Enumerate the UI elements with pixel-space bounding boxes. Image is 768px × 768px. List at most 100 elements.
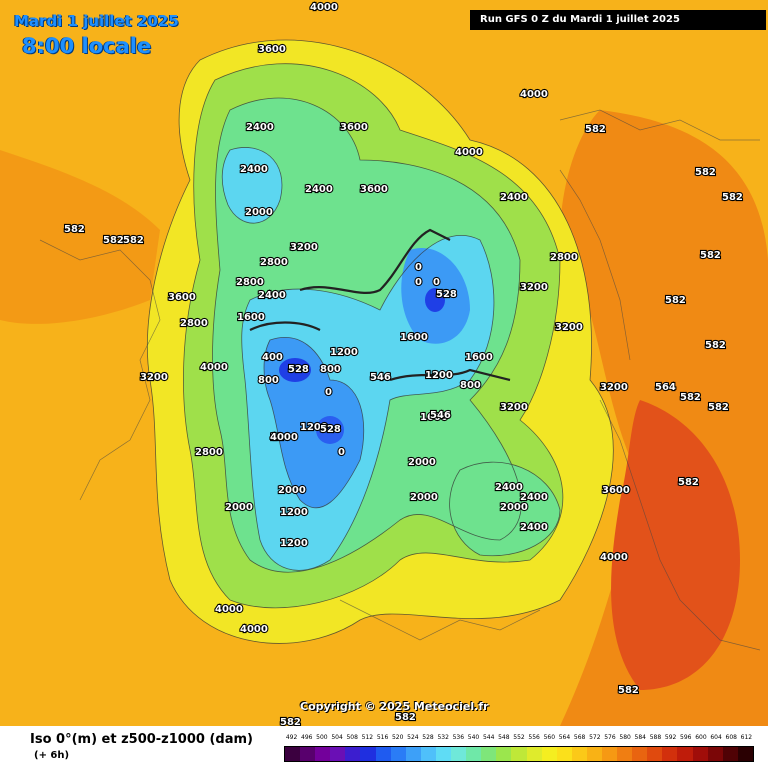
scale-swatch <box>707 747 723 761</box>
contour-value-label: 800 <box>258 375 279 386</box>
warm-zone-northwest <box>0 150 160 324</box>
scale-swatch <box>541 747 557 761</box>
scale-swatch <box>526 747 542 761</box>
scale-tick-label: 552 <box>513 734 525 741</box>
scale-tick-label: 600 <box>695 734 707 741</box>
contour-value-label: 546 <box>430 410 451 421</box>
contour-value-label: 3200 <box>500 402 528 413</box>
contour-value-label: 3200 <box>520 282 548 293</box>
scale-tick-label: 596 <box>680 734 692 741</box>
scale-swatch <box>677 747 693 761</box>
contour-value-label: 3200 <box>140 372 168 383</box>
contour-value-label: 4000 <box>455 147 483 158</box>
scale-swatch <box>345 747 361 761</box>
low-core-3 <box>425 288 445 312</box>
contour-value-label: 582 <box>395 712 416 723</box>
contour-value-label: 2000 <box>245 207 273 218</box>
contour-value-label: 0 <box>415 262 422 273</box>
scale-swatch <box>330 747 346 761</box>
scale-tick-label: 572 <box>589 734 601 741</box>
scale-tick-label: 508 <box>346 734 358 741</box>
hot-zone-east <box>611 400 740 690</box>
weather-map: 4000 4000 4000 4000 4000 4000 4000 3600 3600 3600… <box>0 0 768 726</box>
scale-swatch <box>466 747 482 761</box>
contour-value-label: 2000 <box>500 502 528 513</box>
scale-tick-label: 504 <box>331 734 343 741</box>
contour-value-label: 582 <box>123 235 144 246</box>
contour-value-label: 582 <box>705 340 726 351</box>
scale-tick-label: 592 <box>664 734 677 741</box>
color-scale-bar <box>284 746 754 762</box>
contour-value-label: 582 <box>678 477 699 488</box>
contour-value-label: 2000 <box>225 502 253 513</box>
contour-value-label: 4000 <box>520 89 548 100</box>
contour-value-label: 1600 <box>465 352 493 363</box>
scale-swatch <box>481 747 497 761</box>
coastlines <box>39 109 761 651</box>
contour-value-label: 0 <box>433 277 440 288</box>
contour-value-label: 2800 <box>195 447 223 458</box>
scale-swatch <box>496 747 512 761</box>
contour-value-label: 400 <box>270 432 291 443</box>
scale-swatch <box>375 747 391 761</box>
contour-value-label: 4000 <box>215 604 243 615</box>
scale-tick-label: 496 <box>301 734 313 741</box>
map-svg: 4000400040004000400040004000360036003600… <box>0 0 768 726</box>
contour-value-label: 3200 <box>555 322 583 333</box>
scale-swatch <box>315 747 331 761</box>
scale-tick-label: 544 <box>482 734 495 741</box>
scale-swatch <box>692 747 708 761</box>
scale-tick-label: 568 <box>573 734 586 741</box>
scale-tick-label: 500 <box>316 734 328 741</box>
scale-tick-label: 520 <box>391 734 404 741</box>
contour-value-label: 582 <box>722 192 743 203</box>
scale-tick-label: 536 <box>452 734 465 741</box>
scale-tick-label: 548 <box>498 734 510 741</box>
contour-value-label: 582 <box>103 235 124 246</box>
legend-subtitle: (+ 6h) <box>34 750 70 761</box>
contour-value-label: 0 <box>338 447 345 458</box>
contour-value-label: 2400 <box>305 184 333 195</box>
contour-value-label: 3600 <box>602 485 630 496</box>
scale-swatch <box>571 747 587 761</box>
contour-value-label: 3200 <box>290 242 318 253</box>
contour-value-label: 0 <box>325 387 332 398</box>
scale-tick-label: 532 <box>437 734 449 741</box>
scale-tick-label: 560 <box>543 734 556 741</box>
contour-value-label: 1200 <box>270 432 298 443</box>
thickness-lines <box>249 228 511 382</box>
scale-tick-label: 524 <box>407 734 419 741</box>
green-lobe-north <box>222 147 282 224</box>
scale-swatch <box>737 747 753 761</box>
contour-value-label: 528 <box>288 364 309 375</box>
low-core-1 <box>279 358 311 382</box>
scale-swatch <box>586 747 602 761</box>
contour-value-label: 1200 <box>280 538 308 549</box>
contour-value-label: 1200 <box>300 422 328 433</box>
scale-swatch <box>435 747 452 761</box>
low-core-2 <box>316 416 344 444</box>
contour-value-label: 1200 <box>330 347 358 358</box>
scale-tick-label: 588 <box>649 734 662 741</box>
contour-value-label: 528 <box>320 424 341 435</box>
legend-title: Iso 0°(m) et z500-z1000 (dam) <box>30 732 253 747</box>
green-lobe-south <box>449 462 560 556</box>
contour-value-label: 2400 <box>240 164 268 175</box>
contour-value-label: 564 <box>655 382 676 393</box>
contour-value-label: 2400 <box>520 492 548 503</box>
color-scale-labels: 492 496 500 504 508 512 516 520 524 528 532 536 540 5… <box>284 734 754 744</box>
contour-value-label: 800 <box>460 380 481 391</box>
contour-value-label: 1600 <box>420 412 448 423</box>
scale-swatch <box>285 747 301 761</box>
contour-value-label: 546 <box>370 372 391 383</box>
scale-tick-label: 604 <box>710 734 722 741</box>
contour-value-label: 582 <box>64 224 85 235</box>
scale-tick-label: 528 <box>422 734 434 741</box>
scale-tick-label: 512 <box>361 734 374 741</box>
scale-tick-label: 556 <box>528 734 540 741</box>
contour-value-label: 0 <box>415 277 422 288</box>
contour-value-label: 582 <box>618 685 639 696</box>
time-label: 8:00 locale <box>22 34 152 58</box>
scale-swatch <box>617 747 633 761</box>
contour-value-label: 2800 <box>260 257 288 268</box>
